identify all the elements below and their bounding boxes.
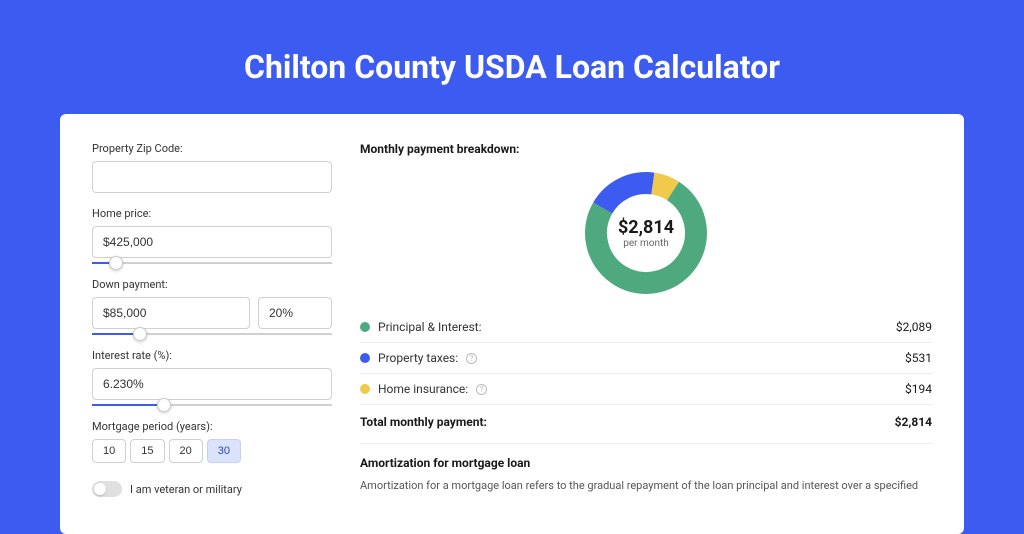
donut-amount: $2,814	[618, 217, 674, 238]
down-payment-input[interactable]	[92, 297, 250, 329]
input-panel: Property Zip Code: Home price: Down paym…	[92, 142, 332, 506]
down-payment-pct-input[interactable]	[258, 297, 332, 329]
total-label: Total monthly payment:	[360, 415, 487, 429]
amortization-text: Amortization for a mortgage loan refers …	[360, 478, 932, 493]
breakdown-value: $2,089	[896, 320, 932, 334]
payment-donut-chart: $2,814 per month	[581, 168, 711, 298]
down-payment-slider[interactable]	[92, 333, 332, 335]
mortgage-period-group: 10152030	[92, 439, 332, 463]
interest-rate-input[interactable]	[92, 368, 332, 400]
legend-dot	[360, 322, 370, 332]
breakdown-label: Home insurance:	[378, 382, 468, 396]
interest-rate-label: Interest rate (%):	[92, 349, 332, 362]
period-option-10[interactable]: 10	[92, 439, 126, 463]
breakdown-value: $194	[905, 382, 932, 396]
breakdown-label: Principal & Interest:	[378, 320, 482, 334]
breakdown-row: Principal & Interest: $2,089	[360, 312, 932, 343]
donut-sub: per month	[623, 238, 669, 249]
interest-rate-slider[interactable]	[92, 404, 332, 406]
total-value: $2,814	[895, 415, 932, 429]
down-payment-label: Down payment:	[92, 278, 332, 291]
veteran-label: I am veteran or military	[130, 483, 242, 496]
veteran-toggle[interactable]	[92, 481, 122, 497]
info-icon[interactable]: ?	[476, 384, 487, 395]
calculator-card: Property Zip Code: Home price: Down paym…	[60, 114, 964, 534]
breakdown-row: Home insurance:? $194	[360, 374, 932, 405]
amortization-title: Amortization for mortgage loan	[360, 456, 932, 470]
breakdown-row: Property taxes:? $531	[360, 343, 932, 374]
period-option-30[interactable]: 30	[207, 439, 241, 463]
legend-dot	[360, 353, 370, 363]
zip-label: Property Zip Code:	[92, 142, 332, 155]
home-price-label: Home price:	[92, 207, 332, 220]
page-title: Chilton County USDA Loan Calculator	[60, 0, 964, 114]
period-option-20[interactable]: 20	[169, 439, 203, 463]
breakdown-value: $531	[905, 351, 932, 365]
zip-input[interactable]	[92, 161, 332, 193]
legend-dot	[360, 384, 370, 394]
breakdown-panel: Monthly payment breakdown: $2,814 per mo…	[360, 142, 932, 506]
home-price-slider[interactable]	[92, 262, 332, 264]
mortgage-period-label: Mortgage period (years):	[92, 420, 332, 433]
breakdown-label: Property taxes:	[378, 351, 458, 365]
breakdown-title: Monthly payment breakdown:	[360, 142, 932, 156]
home-price-input[interactable]	[92, 226, 332, 258]
period-option-15[interactable]: 15	[130, 439, 164, 463]
info-icon[interactable]: ?	[466, 353, 477, 364]
